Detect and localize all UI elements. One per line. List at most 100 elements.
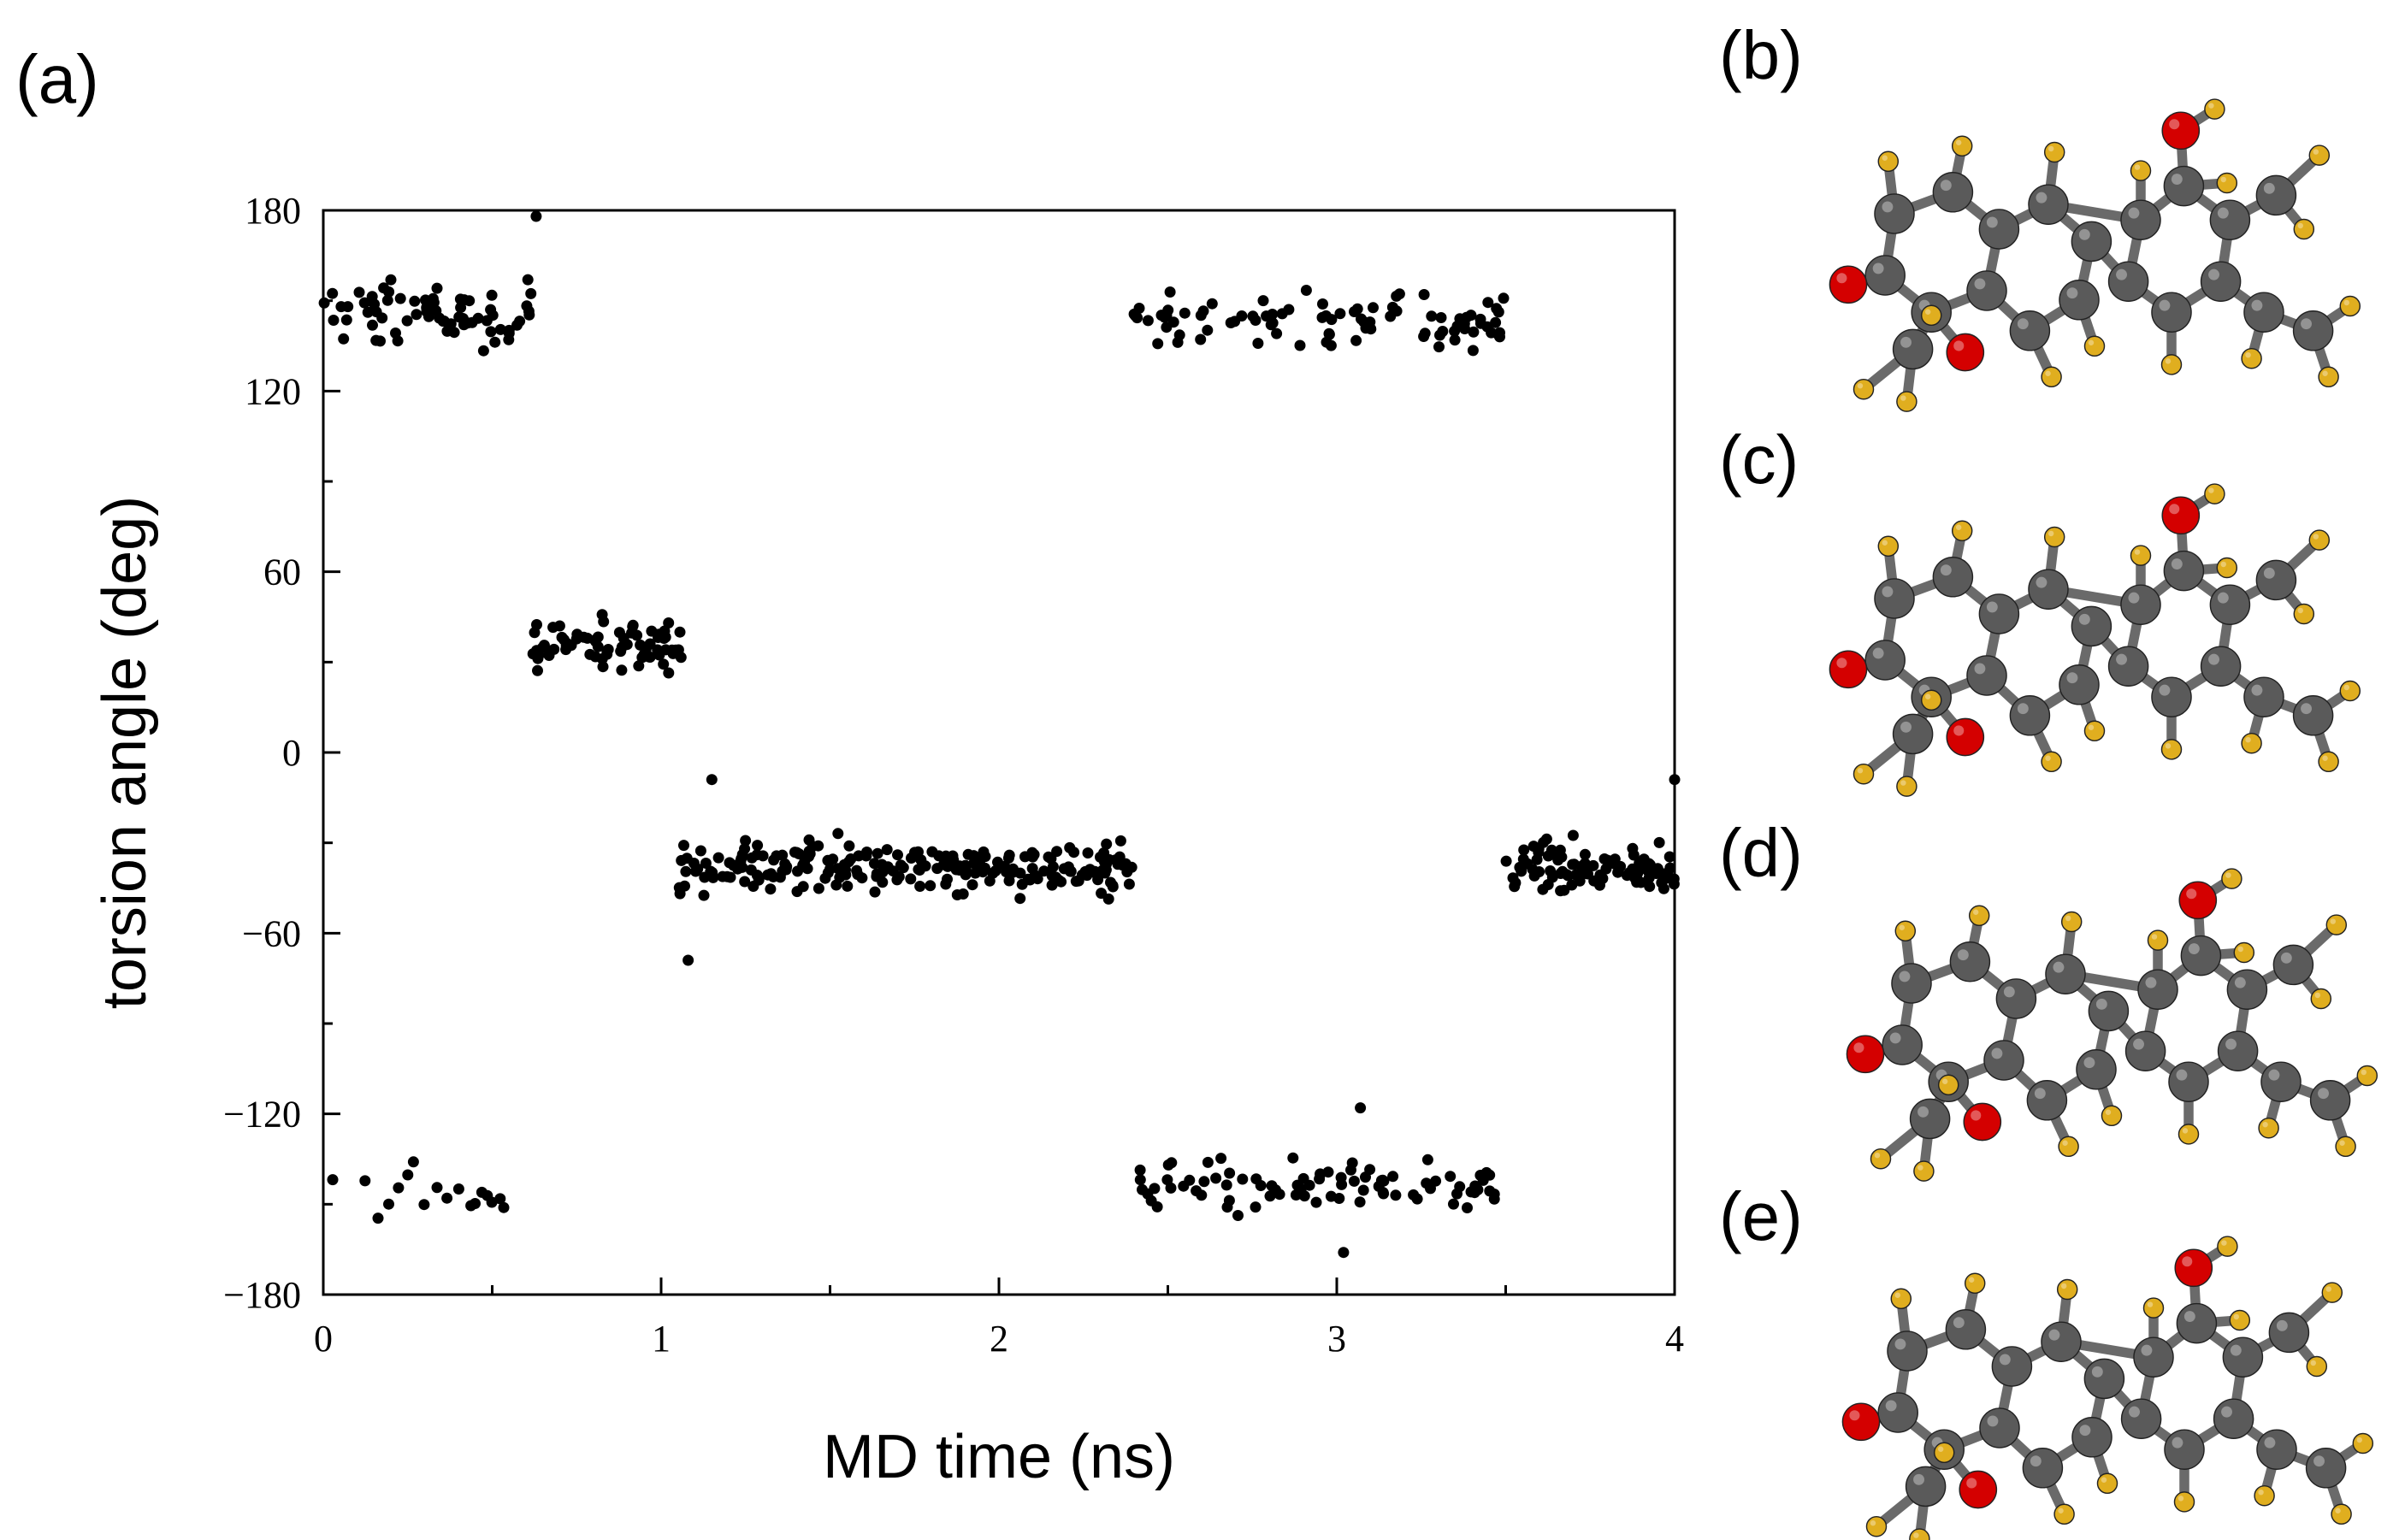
carbon-atom [2209, 199, 2251, 240]
hydrogen-atom [2308, 529, 2331, 551]
data-point [1210, 1172, 1222, 1184]
data-point [1390, 1189, 1402, 1201]
data-point [1364, 1164, 1376, 1176]
data-point [1668, 878, 1680, 890]
carbon-atom [2071, 1417, 2112, 1458]
atom-highlight [2343, 684, 2349, 691]
data-point [1064, 841, 1076, 853]
data-point [1271, 327, 1283, 339]
carbon-atom [2217, 1030, 2259, 1071]
data-point [791, 886, 803, 898]
data-point [1425, 1183, 1436, 1195]
atom-highlight [2361, 1069, 2367, 1076]
atom-highlight [1889, 1032, 1901, 1044]
data-point [1426, 310, 1438, 322]
data-point [1179, 307, 1191, 319]
y-tick-label-3: 0 [282, 732, 301, 774]
carbon-atom [2026, 1080, 2068, 1121]
data-point [1533, 866, 1545, 877]
atom-highlight [2171, 174, 2183, 185]
data-point [532, 652, 544, 664]
data-point [1121, 866, 1133, 878]
atom-highlight [2297, 607, 2303, 614]
carbon-atom [1864, 255, 1906, 296]
data-point [1357, 1184, 1369, 1196]
data-point [615, 646, 627, 658]
data-point [1393, 288, 1405, 300]
data-point [1658, 882, 1669, 894]
hydrogen-atom [2130, 545, 2152, 566]
atom-highlight [2217, 207, 2229, 219]
x-tick-label-2: 2 [990, 1318, 1008, 1360]
data-point [536, 642, 548, 654]
carbon-atom [1945, 1309, 1987, 1350]
data-point [1191, 1185, 1202, 1197]
data-point [1014, 893, 1026, 905]
atom-highlight [1836, 273, 1847, 284]
oxygen-atom [2161, 111, 2201, 150]
atom-highlight [1899, 971, 1911, 982]
y-tick-label-1: −120 [223, 1094, 301, 1136]
data-point [514, 316, 526, 327]
atom-highlight [2310, 1360, 2316, 1366]
data-point [707, 871, 719, 883]
y-tick-label-0: −180 [223, 1274, 301, 1316]
atom-highlight [2301, 318, 2312, 330]
atom-highlight [2128, 592, 2140, 604]
molecule-structures [1829, 98, 2378, 1540]
data-point [830, 879, 842, 891]
carbon-atom [1887, 1331, 1928, 1372]
carbon-atom [1932, 557, 1974, 598]
data-point [1575, 860, 1587, 872]
atom-highlight [2325, 1286, 2331, 1292]
data-point [1107, 881, 1119, 893]
carbon-atom [2124, 1030, 2166, 1071]
hydrogen-atom [2043, 526, 2065, 548]
data-point [881, 844, 893, 856]
x-tick-label-4: 4 [1665, 1318, 1684, 1360]
carbon-atom [2059, 280, 2100, 321]
data-point [1295, 1183, 1307, 1195]
hydrogen-atom [2053, 1503, 2075, 1525]
carbon-atom [2071, 221, 2112, 263]
data-point [394, 292, 406, 304]
hydrogen-atom [1865, 1515, 1888, 1537]
data-point [774, 871, 786, 883]
data-point [752, 840, 764, 852]
data-point [613, 627, 625, 639]
data-point [869, 886, 881, 898]
data-point [812, 882, 824, 894]
data-point [1134, 1164, 1146, 1176]
atom-highlight [1894, 1292, 1900, 1298]
carbon-atom [2045, 953, 2086, 994]
data-point [1434, 329, 1445, 341]
hydrogen-atom [1852, 378, 1875, 400]
atom-highlight [2048, 1329, 2060, 1341]
data-point [1101, 838, 1113, 850]
atom-highlight [2036, 192, 2048, 204]
hydrogen-atom [2352, 1432, 2374, 1454]
y-tick-label-4: 60 [263, 552, 301, 593]
data-point [736, 861, 748, 873]
atom-highlight [2105, 1109, 2112, 1115]
data-point [1132, 312, 1143, 324]
atom-highlight [2343, 299, 2349, 306]
data-point [1002, 853, 1014, 864]
data-point [1114, 858, 1126, 870]
data-point [1643, 872, 1655, 884]
atom-highlight [2017, 703, 2029, 715]
carbon-atom [2164, 1429, 2205, 1470]
data-point [1627, 842, 1639, 854]
data-point [960, 859, 972, 871]
data-point [676, 854, 688, 866]
hydrogen-atom [2147, 929, 2169, 951]
data-point [458, 319, 470, 331]
y-tick-label-6: 180 [245, 190, 301, 232]
data-point [1621, 870, 1633, 882]
data-point [327, 1174, 339, 1186]
data-point-outlier [1669, 774, 1681, 786]
data-point [1159, 311, 1171, 323]
oxygen-atom [1841, 1402, 1881, 1442]
plot-frame [322, 209, 1676, 1296]
carbon-atom [1909, 1098, 1951, 1140]
